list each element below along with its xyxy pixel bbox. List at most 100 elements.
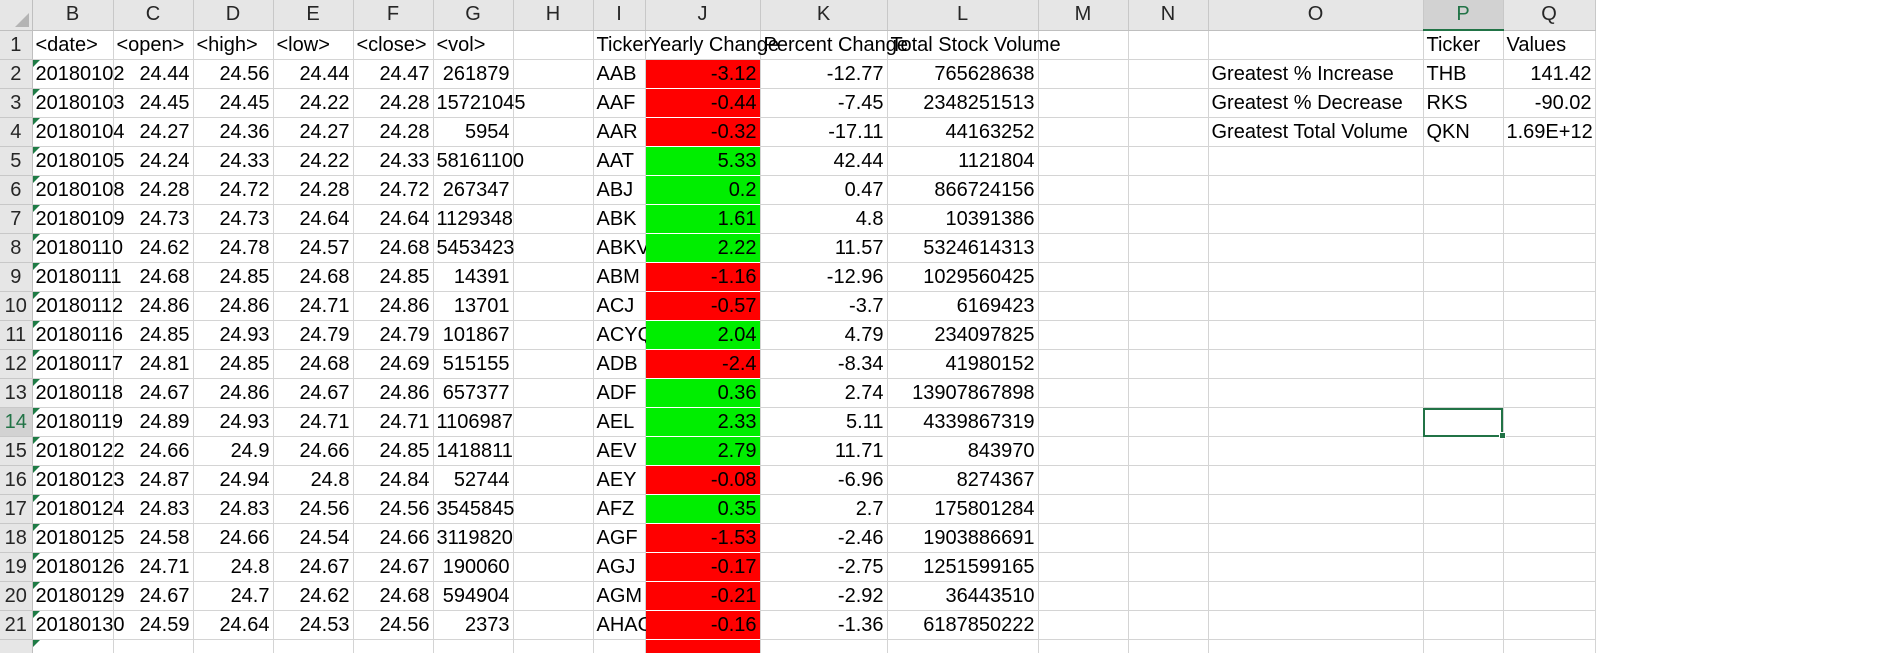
column-header-p[interactable]: P (1423, 0, 1504, 31)
cell-total-volume[interactable]: 44163252 (887, 117, 1039, 147)
cell-high[interactable]: 24.8 (193, 552, 274, 582)
cell-open[interactable]: 24.45 (113, 88, 194, 118)
cell-total-volume[interactable]: 41980152 (887, 349, 1039, 379)
cell-close[interactable]: 24.28 (353, 88, 434, 118)
column-header-l[interactable]: L (887, 0, 1039, 31)
empty-cell[interactable] (593, 639, 646, 653)
cell-vol[interactable]: 101867 (433, 320, 514, 350)
cell-percent-change[interactable]: -12.77 (760, 59, 888, 89)
empty-cell[interactable] (1128, 233, 1209, 263)
empty-cell[interactable] (1038, 204, 1129, 234)
empty-cell[interactable] (1423, 175, 1504, 205)
summary-label[interactable]: Greatest % Increase (1208, 59, 1424, 89)
header-cell-date[interactable]: <date> (32, 30, 114, 60)
empty-cell[interactable] (1503, 233, 1596, 263)
empty-cell[interactable] (1208, 436, 1424, 466)
cell-open[interactable]: 24.67 (113, 581, 194, 611)
empty-cell[interactable] (1128, 581, 1209, 611)
empty-cell[interactable] (513, 349, 594, 379)
empty-cell[interactable] (1503, 436, 1596, 466)
row-header[interactable]: 3 (0, 88, 33, 118)
cell-high[interactable]: 24.85 (193, 349, 274, 379)
empty-cell[interactable] (1208, 552, 1424, 582)
empty-cell[interactable] (1423, 233, 1504, 263)
empty-cell[interactable] (1503, 494, 1596, 524)
empty-cell[interactable] (1423, 349, 1504, 379)
cell-ticker[interactable]: AAF (593, 88, 646, 118)
cell-percent-change[interactable]: -2.75 (760, 552, 888, 582)
cell-yearly-change[interactable]: -0.21 (645, 581, 761, 611)
cell-percent-change[interactable]: 0.47 (760, 175, 888, 205)
cell-total-volume[interactable]: 4339867319 (887, 407, 1039, 437)
cell-yearly-change[interactable]: 0.36 (645, 378, 761, 408)
empty-cell[interactable] (513, 407, 594, 437)
cell-vol[interactable]: 15721045 (433, 88, 525, 118)
empty-cell[interactable] (1128, 465, 1209, 495)
header-cell-close[interactable]: <close> (353, 30, 434, 60)
cell-total-volume[interactable]: 1251599165 (887, 552, 1039, 582)
cell-total-volume[interactable]: 8274367 (887, 465, 1039, 495)
column-header-b[interactable]: B (32, 0, 114, 31)
header-cell-percent-change[interactable]: Percent Change (760, 30, 908, 60)
cell-close[interactable]: 24.85 (353, 436, 434, 466)
empty-cell[interactable] (1128, 30, 1209, 60)
cell-yearly-change[interactable]: 2.33 (645, 407, 761, 437)
cell-vol[interactable]: 58161100 (433, 146, 524, 176)
empty-cell[interactable] (887, 639, 1039, 653)
empty-cell[interactable] (513, 523, 594, 553)
empty-cell[interactable] (1208, 175, 1424, 205)
empty-cell[interactable] (1128, 262, 1209, 292)
cell-low[interactable]: 24.57 (273, 233, 354, 263)
cell-yearly-change[interactable] (645, 639, 761, 653)
cell-low[interactable]: 24.66 (273, 436, 354, 466)
empty-cell[interactable] (513, 436, 594, 466)
cell-ticker[interactable]: AGM (593, 581, 646, 611)
cell-ticker[interactable]: AGJ (593, 552, 646, 582)
header-cell-total-volume[interactable]: Total Stock Volume (887, 30, 1061, 60)
empty-cell[interactable] (1038, 59, 1129, 89)
empty-cell[interactable] (1503, 320, 1596, 350)
empty-cell[interactable] (1038, 88, 1129, 118)
empty-cell[interactable] (1208, 378, 1424, 408)
empty-cell[interactable] (1128, 175, 1209, 205)
cell-open[interactable]: 24.66 (113, 436, 194, 466)
cell-date[interactable]: 20180112 (32, 291, 123, 321)
empty-cell[interactable] (1423, 320, 1504, 350)
empty-cell[interactable] (1503, 581, 1596, 611)
header-cell-open[interactable]: <open> (113, 30, 194, 60)
empty-cell[interactable] (1038, 581, 1129, 611)
cell-ticker[interactable]: ABM (593, 262, 646, 292)
cell-open[interactable]: 24.68 (113, 262, 194, 292)
summary-value[interactable]: -90.02 (1503, 88, 1596, 118)
cell-percent-change[interactable]: 11.57 (760, 233, 888, 263)
cell-low[interactable]: 24.64 (273, 204, 354, 234)
cell-close[interactable]: 24.69 (353, 349, 434, 379)
cell-yearly-change[interactable]: -0.17 (645, 552, 761, 582)
cell-total-volume[interactable]: 843970 (887, 436, 1039, 466)
empty-cell[interactable] (513, 581, 594, 611)
cell-close[interactable]: 24.68 (353, 581, 434, 611)
cell-close[interactable]: 24.56 (353, 610, 434, 640)
header-cell-vol[interactable]: <vol> (433, 30, 514, 60)
row-header[interactable]: 5 (0, 146, 33, 176)
cell-low[interactable]: 24.53 (273, 610, 354, 640)
cell-low[interactable]: 24.44 (273, 59, 354, 89)
cell-ticker[interactable]: AEL (593, 407, 646, 437)
empty-cell[interactable] (1128, 494, 1209, 524)
empty-cell[interactable] (1208, 204, 1424, 234)
row-header[interactable]: 12 (0, 349, 33, 379)
empty-cell[interactable] (1423, 146, 1504, 176)
cell-yearly-change[interactable]: 2.22 (645, 233, 761, 263)
empty-cell[interactable] (513, 291, 594, 321)
empty-cell[interactable] (1503, 291, 1596, 321)
empty-cell[interactable] (1503, 610, 1596, 640)
cell-total-volume[interactable]: 13907867898 (887, 378, 1039, 408)
cell-close[interactable]: 24.47 (353, 59, 434, 89)
empty-cell[interactable] (1038, 639, 1129, 653)
empty-cell[interactable] (1208, 146, 1424, 176)
empty-cell[interactable] (1503, 175, 1596, 205)
cell-vol[interactable]: 13701 (433, 291, 514, 321)
cell-date[interactable]: 20180116 (32, 320, 123, 350)
empty-cell[interactable] (1423, 262, 1504, 292)
cell-total-volume[interactable]: 6187850222 (887, 610, 1039, 640)
